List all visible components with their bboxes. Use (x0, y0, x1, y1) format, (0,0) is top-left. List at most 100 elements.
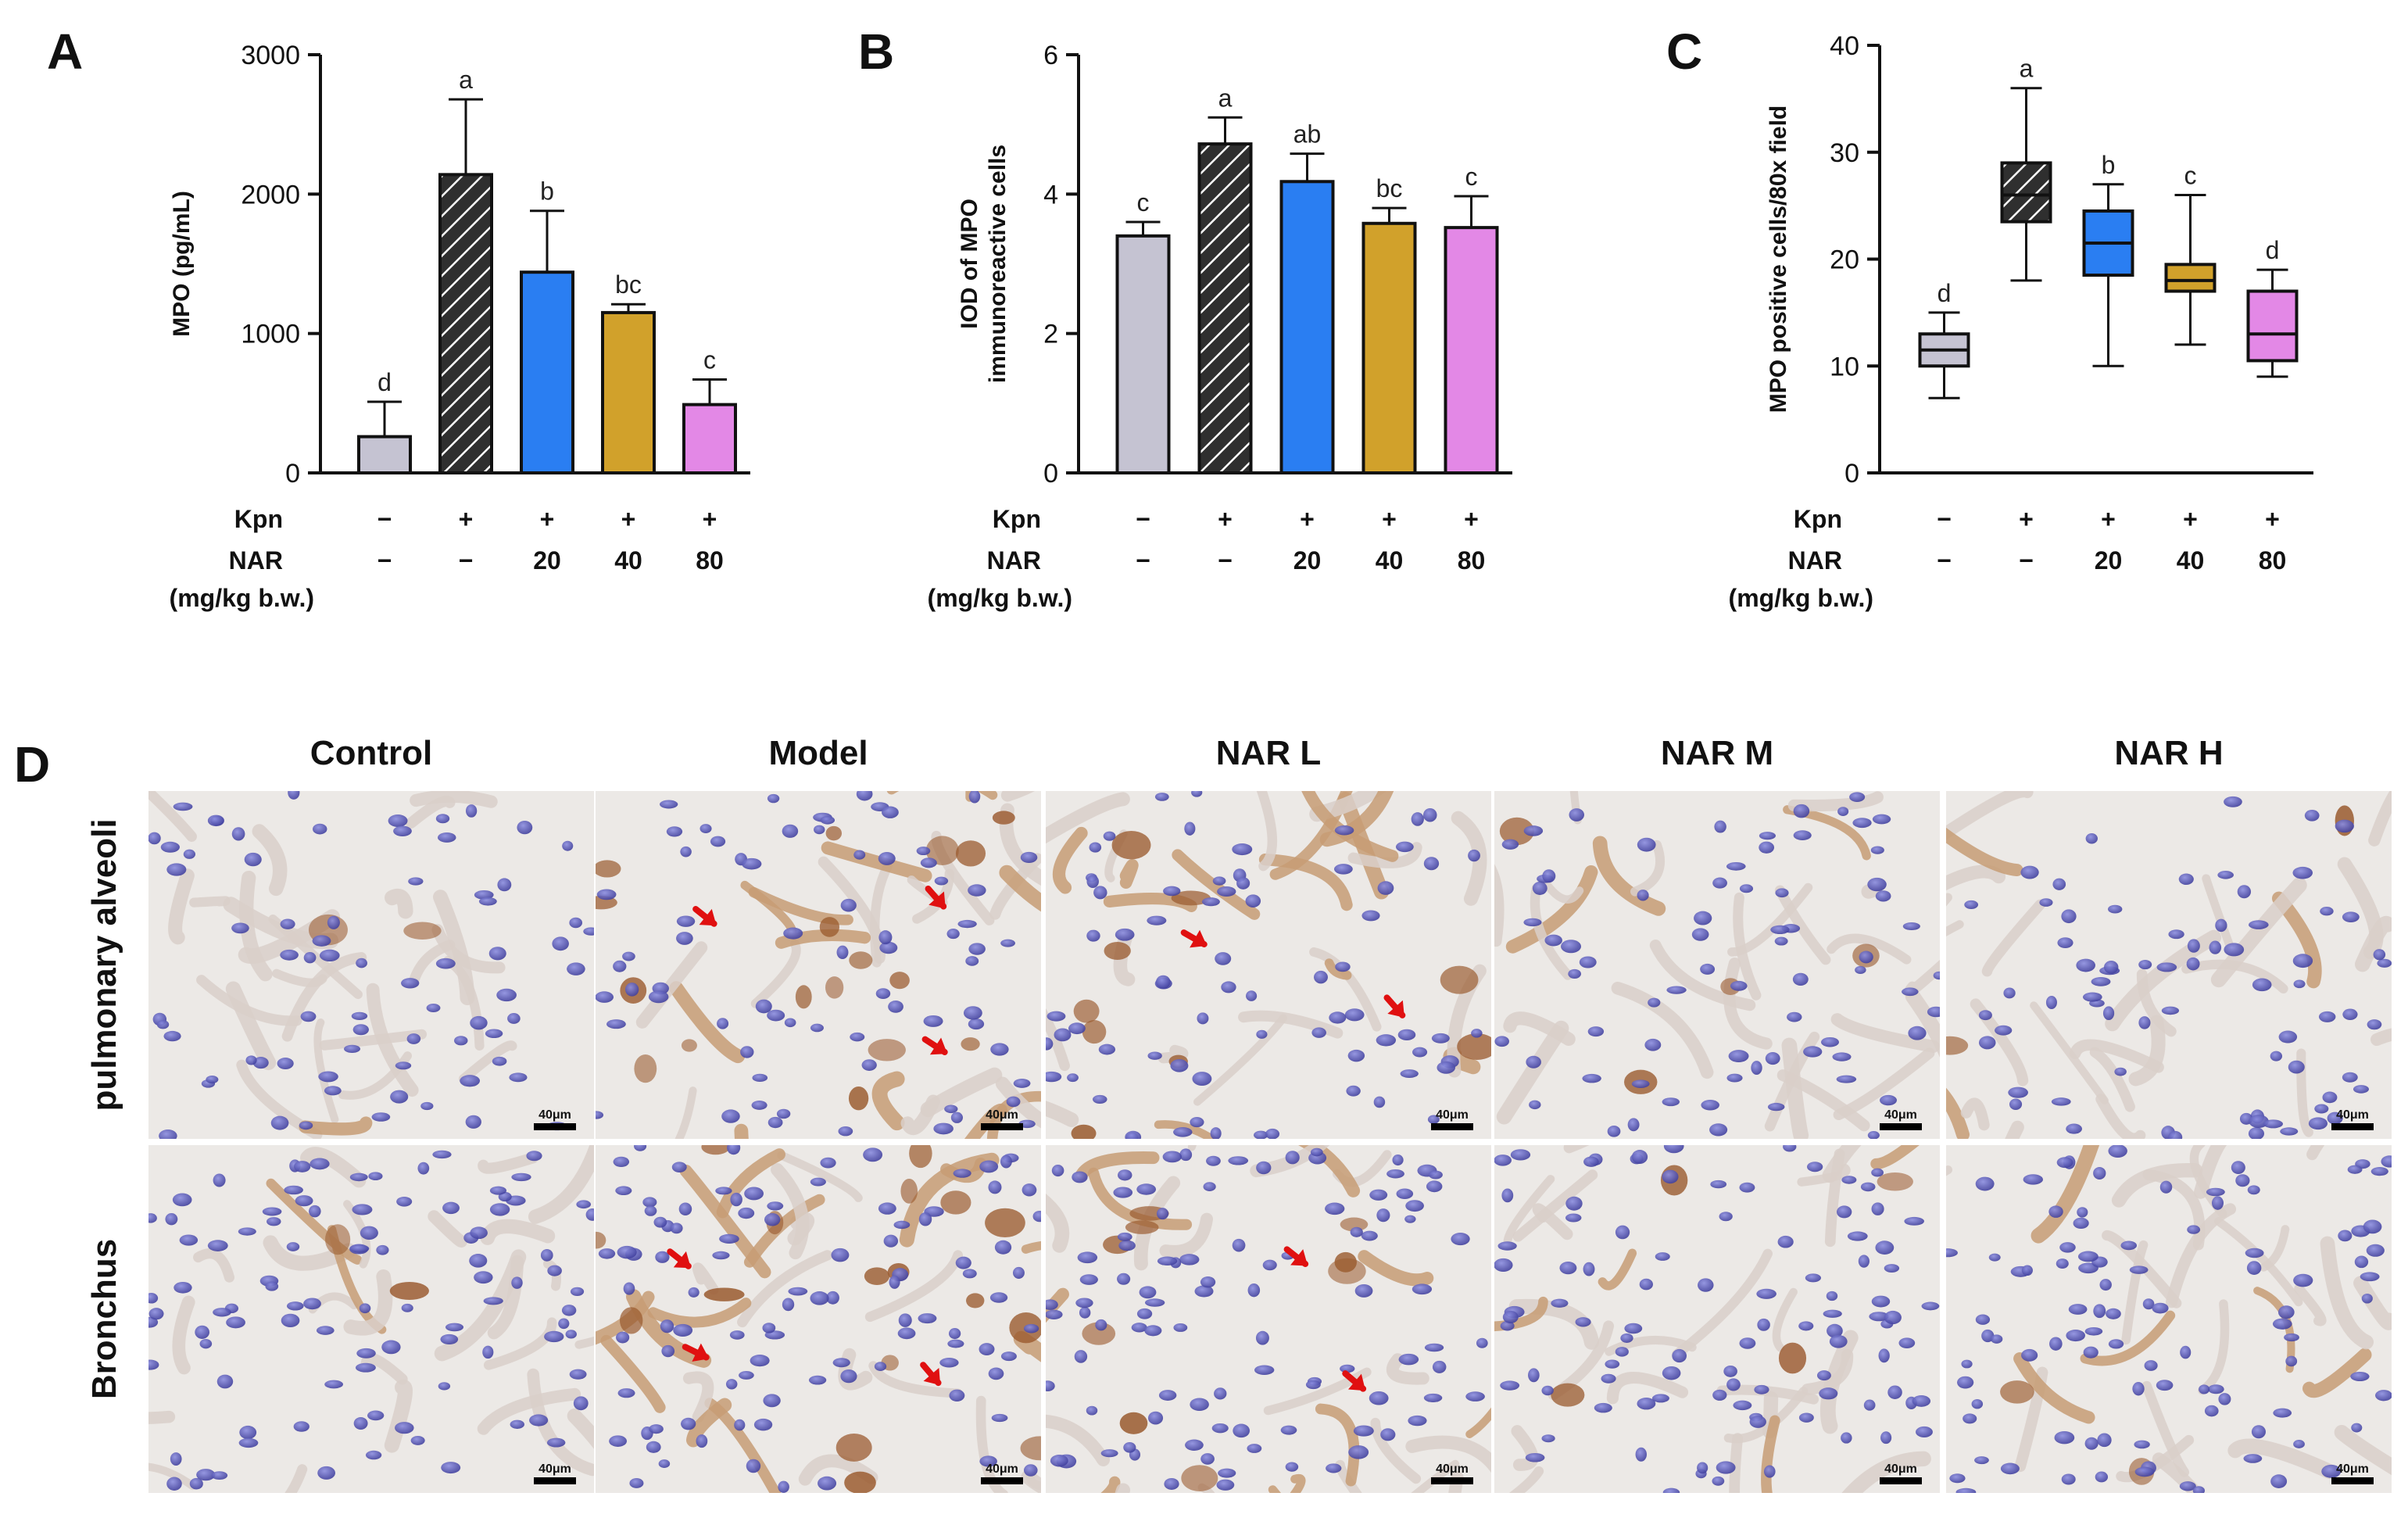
kpn-mark: + (2265, 505, 2280, 533)
nucleus (1265, 1128, 1280, 1139)
mpo-stain (940, 1190, 971, 1215)
nucleus (1247, 1444, 1262, 1453)
tissue-septum (1630, 839, 1665, 897)
mpo-stain (849, 951, 873, 969)
tissue-septum (1592, 836, 1666, 916)
nucleus (988, 1367, 1004, 1380)
nucleus (401, 978, 420, 989)
nucleus (1793, 804, 1810, 818)
tissue-septum (1729, 1433, 1744, 1493)
nucleus (1666, 986, 1687, 994)
nucleus (2272, 1318, 2292, 1330)
nucleus (676, 915, 696, 927)
mpo-stain (1020, 1436, 1041, 1461)
nucleus (1113, 1187, 1133, 1198)
nucleus (2045, 995, 2057, 1010)
nucleus (267, 1217, 281, 1226)
nucleus (1863, 1399, 1876, 1411)
nucleus (1000, 939, 1015, 947)
nucleus (365, 1450, 382, 1460)
nucleus (1136, 1183, 1157, 1195)
nucleus (294, 1161, 311, 1172)
nucleus (2304, 809, 2320, 822)
nucleus (355, 1362, 376, 1373)
nar-dose: 80 (696, 546, 724, 575)
nucleus (751, 1101, 767, 1110)
nucleus (2168, 929, 2184, 940)
nucleus (1765, 1052, 1780, 1065)
nucleus (226, 1316, 245, 1329)
nucleus (1155, 975, 1171, 989)
nucleus (1836, 1205, 1852, 1219)
nucleus (2057, 937, 2073, 949)
nucleus (2248, 1127, 2265, 1139)
tissue-septum (1605, 1335, 1697, 1356)
nucleus (2129, 1265, 2149, 1274)
mpo-stain (1499, 817, 1534, 846)
nucleus (658, 1459, 671, 1468)
nucleus (742, 857, 762, 870)
scale-bar-label: 40μm (1884, 1462, 1917, 1476)
nucleus (281, 1313, 300, 1328)
nucleus (1627, 1118, 1640, 1132)
nucleus (916, 847, 931, 856)
nucleus (1437, 1061, 1456, 1074)
tissue-septum (366, 983, 419, 1097)
tissue-septum (343, 1269, 393, 1336)
nucleus (1575, 1317, 1591, 1327)
mpo-stain (403, 922, 442, 940)
nucleus (1662, 1097, 1680, 1107)
nar-dose: 40 (1376, 546, 1404, 575)
nucleus (615, 1186, 632, 1196)
nucleus (613, 960, 627, 972)
nucleus (1902, 987, 1919, 997)
nucleus (1663, 1145, 1684, 1154)
nucleus (1631, 1079, 1650, 1088)
tissue-septum (1830, 1013, 1940, 1053)
mpo-stain (825, 976, 844, 999)
tissue-septum (1193, 1014, 1287, 1106)
significance-letter: c (2184, 161, 2197, 189)
tissue-septum (798, 1454, 878, 1486)
kpn-mark: + (2019, 505, 2034, 533)
panel-letter-d: D (14, 736, 50, 793)
tissue-septum (2370, 1028, 2392, 1047)
nucleus (2270, 1474, 2288, 1488)
nucleus (836, 945, 849, 960)
nucleus (2251, 1425, 2266, 1439)
tissue-septum (1611, 981, 1714, 1079)
nucleus (1803, 1046, 1823, 1058)
nucleus (2093, 1166, 2106, 1180)
nucleus (324, 1086, 342, 1096)
nucleus (725, 1379, 738, 1390)
tissue-septum (1946, 865, 2006, 891)
nucleus (1032, 1210, 1041, 1223)
tissue-septum (1981, 899, 2045, 977)
nucleus (1285, 1151, 1300, 1165)
tissue-septum (2142, 1169, 2206, 1251)
nucleus (1957, 1376, 1974, 1389)
nucleus (1759, 841, 1775, 854)
nucleus (2377, 958, 2392, 968)
nucleus (1829, 1334, 1848, 1348)
nucleus (1827, 1323, 1843, 1338)
nucleus (696, 1434, 708, 1448)
nucleus (1400, 1069, 1419, 1079)
nar-label: NAR (987, 546, 1041, 575)
nucleus (454, 1036, 468, 1046)
bar-nar-40 (1361, 221, 1417, 474)
nucleus (1716, 1461, 1736, 1474)
nucleus (1971, 1398, 1984, 1409)
micrograph-tile: 40μm (148, 1145, 594, 1493)
nucleus (920, 857, 937, 868)
micrograph-tile: 40μm (596, 1145, 1041, 1493)
y-tick-label: 6 (1043, 41, 1058, 70)
mpo-stain (634, 1054, 657, 1083)
nucleus (317, 1466, 335, 1480)
nucleus (2249, 920, 2269, 929)
nucleus (763, 1394, 781, 1408)
nucleus (1361, 1230, 1378, 1241)
nucleus (888, 1000, 903, 1013)
nucleus (1710, 1180, 1727, 1189)
nucleus (1855, 965, 1866, 975)
